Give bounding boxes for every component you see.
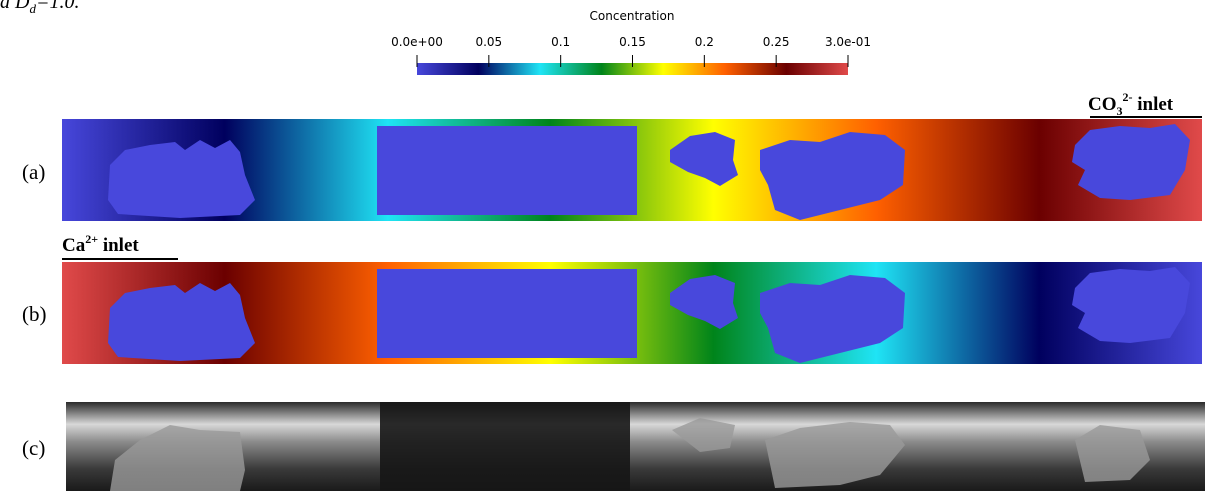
figure: a Dd=1.0. Concentration 0.0e+000.050.10.… <box>0 0 1205 491</box>
inlet-rest: inlet <box>98 235 139 256</box>
tick-label: 0.0e+00 <box>391 35 443 49</box>
tick-label: 3.0e-01 <box>825 35 871 49</box>
inlet-text: CO <box>1088 94 1117 115</box>
inlet-label: CO32- inlet <box>1088 90 1174 118</box>
colorbar-title: Concentration <box>590 9 675 23</box>
inlet-rest: inlet <box>1133 94 1174 115</box>
inlet-label: Ca2+ inlet <box>62 232 139 256</box>
inlet-sub: 3 <box>1117 104 1123 118</box>
tick-label: 0.1 <box>551 35 570 49</box>
caption-rest: =1.0. <box>36 0 80 13</box>
panel-label: (a) <box>22 160 45 184</box>
tick-label: 0.25 <box>763 35 790 49</box>
caption-text: a D <box>0 0 30 13</box>
inlet-sup: 2+ <box>85 232 98 246</box>
inlet-sup: 2- <box>1123 90 1133 104</box>
tick-label: 0.05 <box>475 35 502 49</box>
obstacle <box>380 402 630 491</box>
inlet-text: Ca <box>62 235 86 256</box>
panel-label: (b) <box>22 302 47 326</box>
tick-label: 0.15 <box>619 35 646 49</box>
tick-label: 0.2 <box>695 35 714 49</box>
colorbar: 0.0e+00 0.05 0.1 0.15 0.2 0.25 3.0e-01 <box>391 35 871 75</box>
panel-label: (c) <box>22 436 45 460</box>
caption-fragment: a Dd=1.0. <box>0 0 79 16</box>
